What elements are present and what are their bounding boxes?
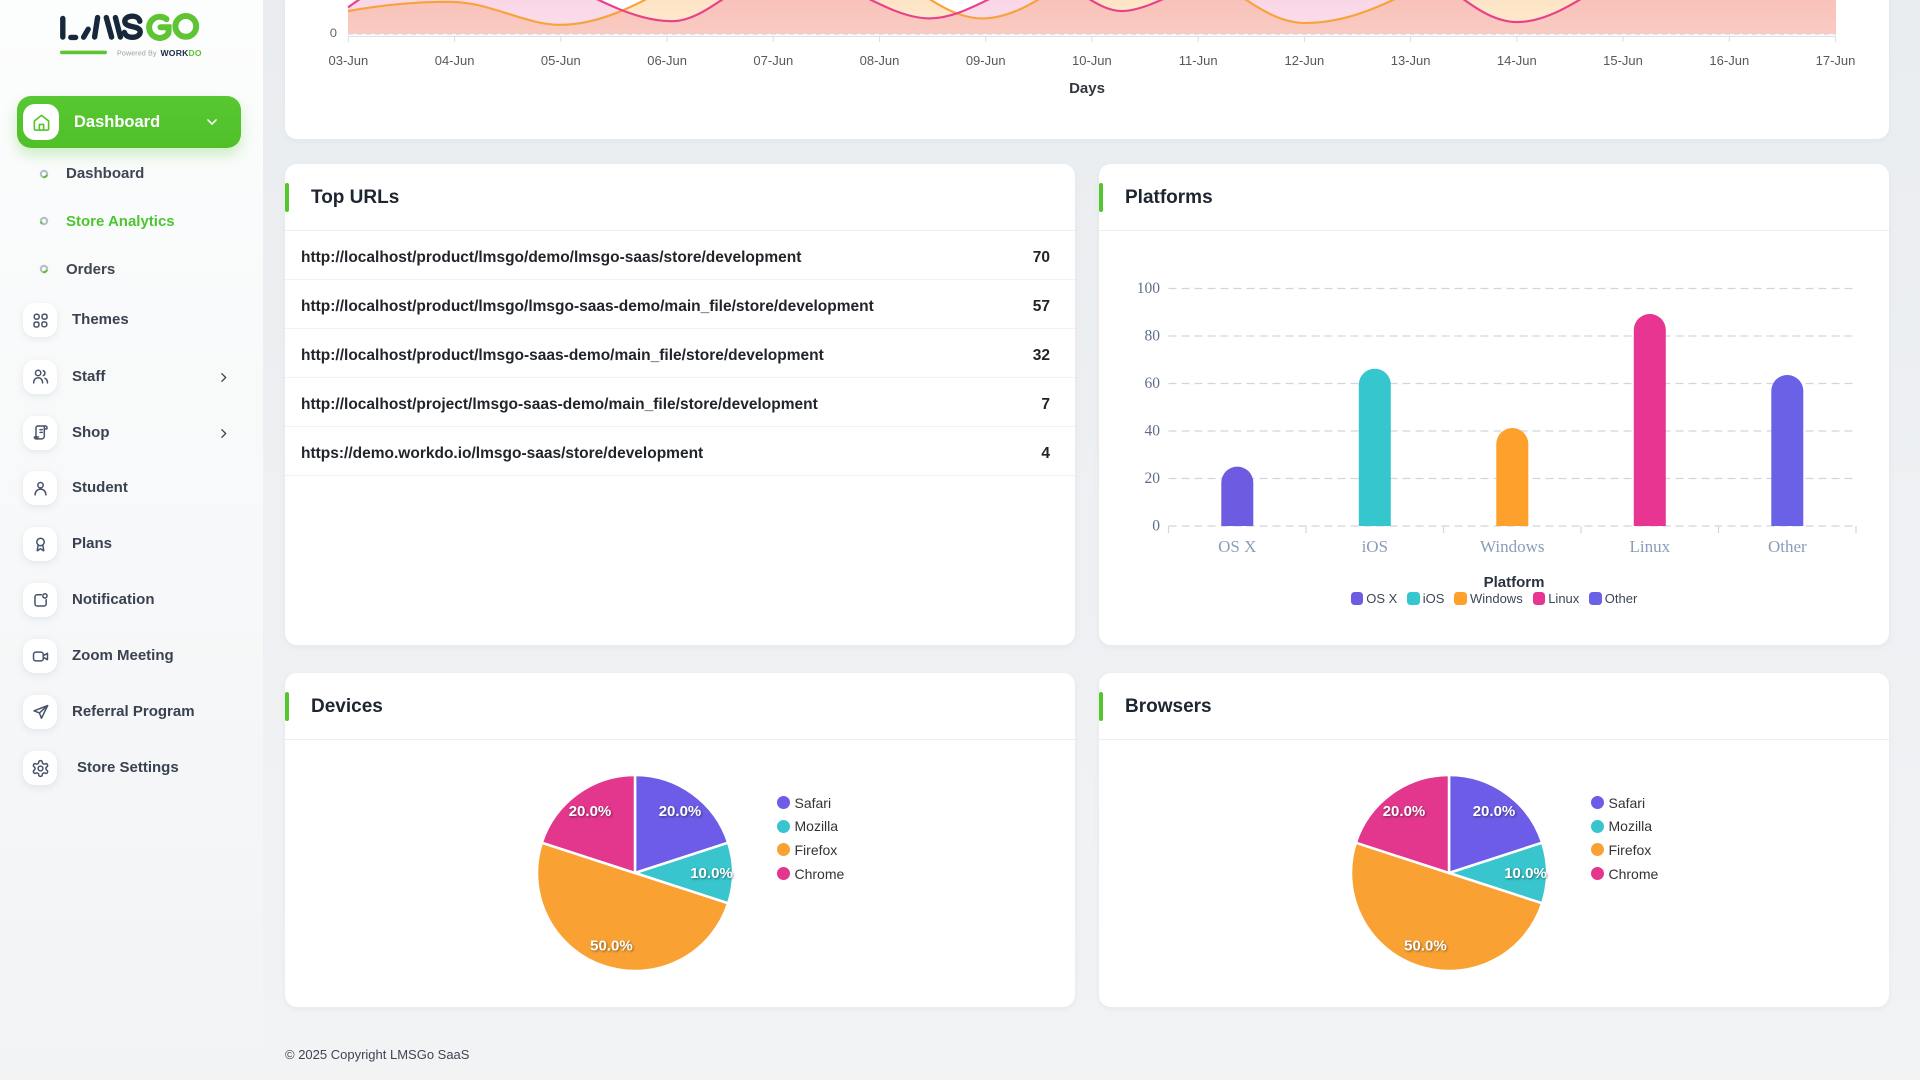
svg-text:10.0%: 10.0% bbox=[1504, 865, 1547, 882]
svg-text:Windows: Windows bbox=[1480, 537, 1544, 556]
svg-text:iOS: iOS bbox=[1362, 537, 1388, 556]
svg-text:50.0%: 50.0% bbox=[1404, 938, 1447, 955]
svg-text:20.0%: 20.0% bbox=[1383, 803, 1426, 820]
svg-text:60: 60 bbox=[1145, 375, 1161, 392]
svg-text:Other: Other bbox=[1768, 537, 1807, 556]
svg-text:20.0%: 20.0% bbox=[1473, 803, 1516, 820]
svg-text:20: 20 bbox=[1145, 470, 1161, 487]
svg-text:WORKDO: WORKDO bbox=[161, 48, 202, 58]
svg-text:10.0%: 10.0% bbox=[690, 865, 733, 882]
svg-text:Powered By: Powered By bbox=[117, 51, 157, 58]
svg-text:0: 0 bbox=[330, 26, 337, 39]
svg-text:40: 40 bbox=[1145, 423, 1161, 440]
svg-text:0: 0 bbox=[1152, 518, 1160, 535]
svg-text:100: 100 bbox=[1137, 280, 1161, 297]
svg-text:20.0%: 20.0% bbox=[659, 803, 702, 820]
svg-text:Linux: Linux bbox=[1629, 537, 1670, 556]
svg-text:50.0%: 50.0% bbox=[590, 938, 633, 955]
svg-text:OS X: OS X bbox=[1218, 537, 1256, 556]
svg-text:80: 80 bbox=[1145, 328, 1161, 345]
svg-text:20.0%: 20.0% bbox=[569, 803, 612, 820]
